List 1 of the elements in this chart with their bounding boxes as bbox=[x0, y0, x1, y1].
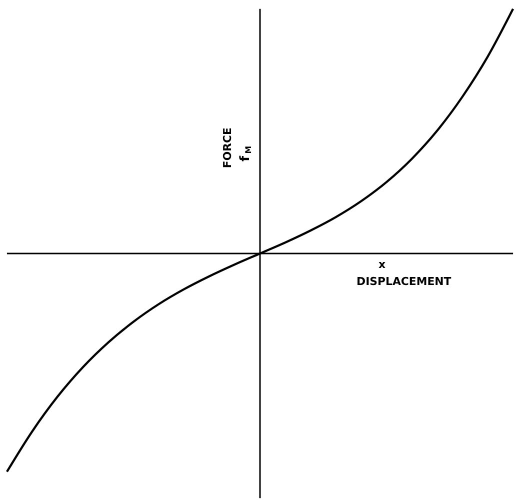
x-axis-title: x DISPLACEMENT bbox=[356, 258, 452, 288]
